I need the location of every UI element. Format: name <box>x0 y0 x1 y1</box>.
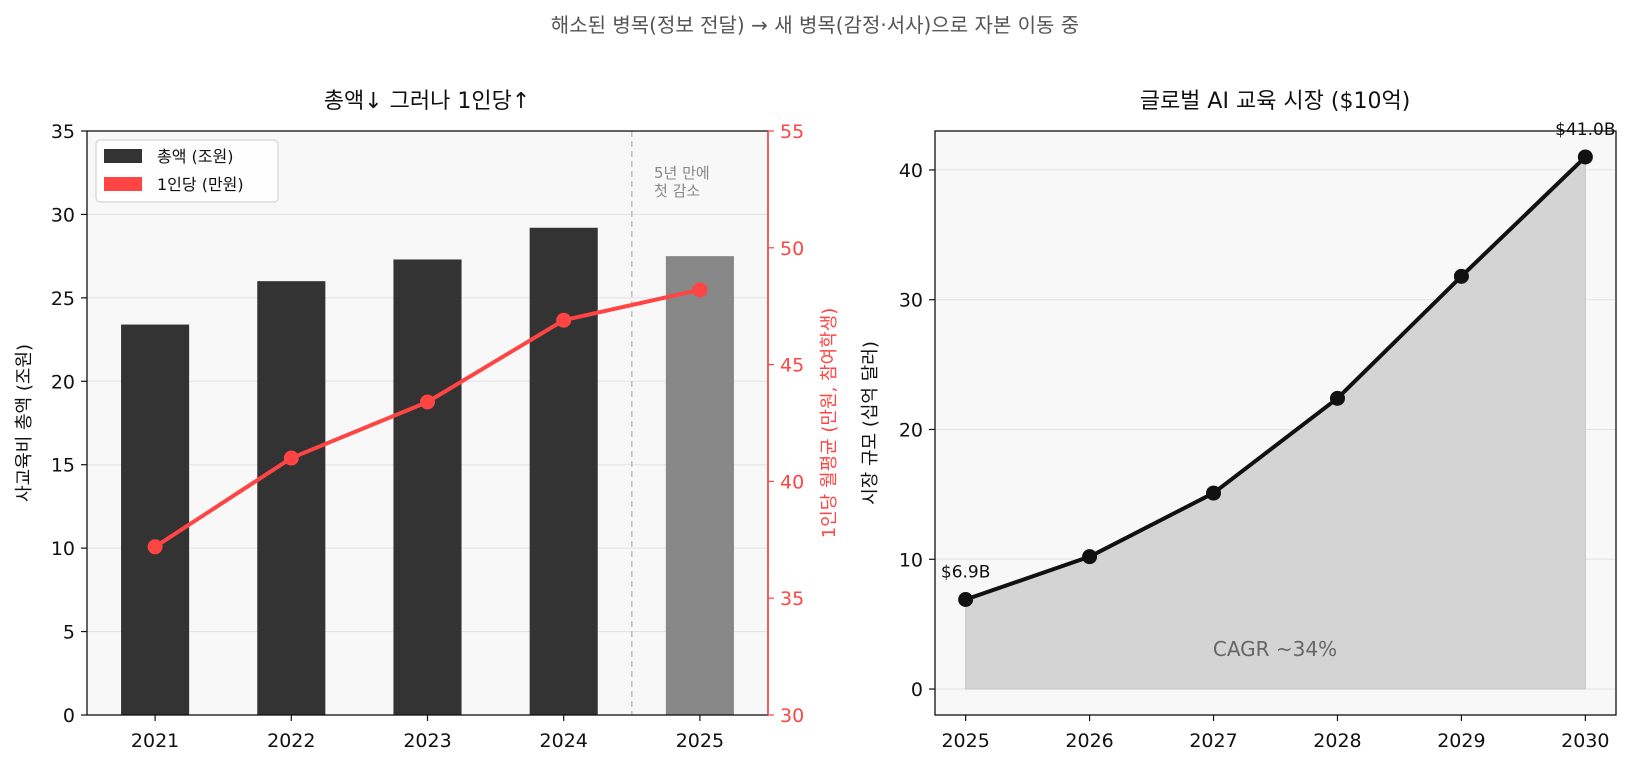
market-point <box>1206 485 1222 501</box>
left-x-tick-label: 2024 <box>540 730 588 752</box>
left-x-tick-label: 2022 <box>267 730 315 752</box>
right-y-tick-label: 40 <box>899 160 923 182</box>
legend-label-total: 총액 (조원) <box>157 147 233 166</box>
left-y-axis-label: 사교육비 총액 (조원) <box>14 344 35 502</box>
market-point <box>1082 549 1098 565</box>
left-y-tick-label: 15 <box>51 455 75 477</box>
per-capita-point <box>420 394 435 410</box>
first-point-label: $6.9B <box>941 562 991 582</box>
right-x-axis: 2025 2026 2027 2028 2029 2030 <box>941 715 1610 752</box>
right-chart-title: 글로벌 AI 교육 시장 ($10억) <box>1140 89 1411 114</box>
left-y-tick-label: 10 <box>51 538 75 560</box>
left-y2-axis-label: 1인당 월평균 (만원, 참여학생) <box>819 308 840 539</box>
total-bar <box>121 324 190 715</box>
right-y-axis: 0 10 20 30 40 <box>899 160 935 701</box>
right-x-tick-label: 2030 <box>1561 730 1609 752</box>
decrease-annotation-line-2: 첫 감소 <box>654 182 700 200</box>
left-y-tick-label: 5 <box>63 622 75 644</box>
right-x-tick-label: 2027 <box>1189 730 1237 752</box>
left-y-tick-label: 30 <box>51 204 75 226</box>
right-plot-frame <box>934 130 1617 716</box>
market-point <box>1453 268 1469 284</box>
left-x-tick-label: 2025 <box>676 730 724 752</box>
decrease-annotation-line-1: 5년 만에 <box>654 164 710 182</box>
left-y2-tick-label: 40 <box>780 471 804 493</box>
left-x-axis: 2021 2022 2023 2024 2025 <box>131 715 724 752</box>
market-line <box>964 155 1587 602</box>
legend-label-per-capita: 1인당 (만원) <box>157 175 244 194</box>
total-bar <box>665 256 734 715</box>
right-y-axis-label: 시장 규모 (십억 달러) <box>860 341 881 505</box>
right-x-tick-label: 2028 <box>1313 730 1361 752</box>
left-y-axis: 0 5 10 15 20 25 30 35 <box>51 121 87 727</box>
per-capita-point <box>147 539 163 555</box>
figure-suptitle: 해소된 병목(정보 전달) → 새 병목(감정·서사)으로 자본 이동 중 <box>551 13 1079 37</box>
left-x-tick-label: 2021 <box>131 730 179 752</box>
right-x-tick-label: 2026 <box>1065 730 1113 752</box>
right-x-tick-label: 2029 <box>1437 730 1485 752</box>
left-y2-tick-label: 30 <box>780 705 804 727</box>
left-x-tick-label: 2023 <box>403 730 451 752</box>
market-point <box>1577 149 1593 165</box>
per-capita-point <box>283 450 299 466</box>
legend-swatch-per-capita <box>104 177 142 191</box>
per-capita-point <box>556 312 572 328</box>
market-line-series <box>958 149 1593 607</box>
left-y2-tick-label: 55 <box>780 121 804 143</box>
left-y2-tick-label: 35 <box>780 588 804 610</box>
cagr-annotation: CAGR ~34% <box>1213 637 1337 661</box>
left-y-tick-label: 0 <box>63 705 75 727</box>
right-y-tick-label: 30 <box>899 290 923 312</box>
total-bar <box>393 259 462 715</box>
total-bar <box>257 281 326 715</box>
left-y-tick-label: 25 <box>51 288 75 310</box>
per-capita-line-series <box>147 282 708 555</box>
left-y-tick-label: 35 <box>51 121 75 143</box>
left-y2-axis: 30 35 40 45 50 55 <box>767 121 804 727</box>
total-bar <box>529 227 598 715</box>
left-bars <box>121 227 734 715</box>
left-y2-tick-label: 45 <box>780 355 804 377</box>
left-legend: 총액 (조원) 1인당 (만원) <box>95 139 279 203</box>
left-y2-tick-label: 50 <box>780 238 804 260</box>
legend-swatch-total <box>104 149 142 163</box>
market-point <box>1329 390 1345 406</box>
right-y-tick-label: 20 <box>899 419 923 441</box>
right-y-tick-label: 0 <box>911 679 923 701</box>
right-x-tick-label: 2025 <box>941 730 989 752</box>
per-capita-point <box>692 282 708 298</box>
right-y-tick-label: 10 <box>899 549 923 571</box>
left-chart-title: 총액↓ 그러나 1인당↑ <box>324 89 531 114</box>
last-point-label: $41.0B <box>1555 120 1615 140</box>
left-y-tick-label: 20 <box>51 371 75 393</box>
market-point <box>958 591 974 607</box>
